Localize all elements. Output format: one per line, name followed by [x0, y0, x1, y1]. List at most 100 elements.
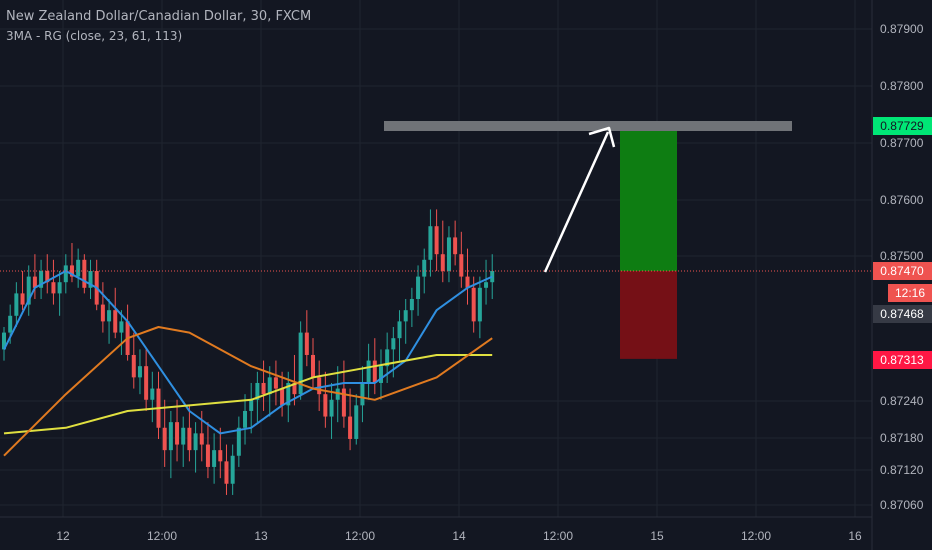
candle-body: [471, 287, 476, 322]
price-tick-label: 0.87120: [880, 463, 924, 477]
moving-average-line: [3, 270, 493, 435]
candle-body: [14, 293, 19, 316]
candle-body: [446, 237, 451, 271]
time-tick-label: 12:00: [543, 529, 573, 543]
candle-body: [292, 382, 297, 395]
price-badge-label-other: 0.87468: [880, 307, 924, 321]
price-badge-label-target: 0.87729: [880, 119, 924, 133]
candle-body: [360, 382, 365, 406]
candle-body: [459, 254, 464, 277]
moving-average-line: [3, 354, 493, 435]
price-badge-label-countdown: 12:16: [895, 286, 925, 300]
candle-body: [428, 226, 433, 260]
candle-body: [243, 410, 248, 428]
candle-body: [212, 450, 217, 467]
time-tick-label: 12: [56, 529, 70, 543]
candle-body: [366, 360, 371, 383]
candle-body: [465, 276, 470, 288]
price-badge-label-stop: 0.87313: [880, 353, 924, 367]
candle-body: [354, 405, 359, 439]
moving-average-line: [3, 326, 493, 457]
price-tick-label: 0.87800: [880, 79, 924, 93]
price-badge-target: [873, 117, 932, 135]
candle-body: [440, 254, 445, 271]
symbol-title: New Zealand Dollar/Canadian Dollar, 30, …: [6, 9, 312, 24]
candle-body: [162, 427, 167, 451]
candle-body: [236, 427, 241, 456]
candle-body: [20, 293, 25, 305]
time-tick-label: 12:00: [741, 529, 771, 543]
candle-body: [255, 382, 260, 400]
candle-body: [273, 377, 278, 389]
candle-body: [113, 310, 118, 333]
indicator-label: 3MA - RG (close, 23, 61, 113): [6, 29, 183, 43]
candle-body: [385, 349, 390, 367]
candle-body: [150, 388, 155, 400]
candle-body: [323, 394, 328, 417]
grid-lines: [0, 0, 872, 517]
candle-body: [267, 377, 272, 395]
candle-body: [69, 265, 74, 277]
price-tick-label: 0.87180: [880, 431, 924, 445]
candle-body: [403, 310, 408, 322]
time-tick-label: 15: [650, 529, 664, 543]
candle-body: [261, 382, 266, 395]
candle-body: [304, 332, 309, 355]
candle-body: [168, 422, 173, 451]
candle-body: [100, 304, 105, 322]
candle-body: [63, 265, 68, 283]
time-tick-label: 14: [452, 529, 466, 543]
candle-body: [230, 455, 235, 484]
candle-body: [298, 332, 303, 395]
candle-body: [8, 315, 13, 333]
price-tick-label: 0.87900: [880, 22, 924, 36]
candle-body: [484, 282, 489, 288]
candle-body: [348, 416, 353, 439]
candle-body: [131, 354, 136, 378]
time-tick-label: 13: [254, 529, 268, 543]
loss-zone: [620, 271, 677, 359]
candle-body: [372, 360, 377, 383]
candle-body: [107, 310, 112, 322]
price-tick-label: 0.87500: [880, 249, 924, 263]
candle-body: [490, 271, 495, 283]
profit-zone: [620, 126, 677, 271]
candle-body: [224, 461, 229, 484]
candle-body: [280, 388, 285, 406]
price-badge-current: [873, 262, 932, 280]
candle-body: [249, 399, 254, 411]
candle-body: [391, 338, 396, 350]
price-badge-stop: [873, 351, 932, 369]
price-badge-other: [873, 305, 932, 323]
candle-body: [32, 276, 37, 288]
candle-body: [317, 377, 322, 395]
candle-body: [286, 382, 291, 406]
candle-body: [341, 388, 346, 417]
candle-body: [397, 321, 402, 339]
candle-body: [39, 271, 44, 288]
price-tick-label: 0.87600: [880, 193, 924, 207]
candle-body: [82, 259, 87, 288]
candle-body: [422, 259, 427, 277]
candle-body: [434, 226, 439, 255]
time-tick-label: 12:00: [147, 529, 177, 543]
candle-body: [329, 399, 334, 417]
candle-body: [416, 276, 421, 299]
candle-body: [453, 237, 458, 255]
target-level-line: [384, 121, 792, 131]
candle-body: [88, 271, 93, 288]
candle-body: [26, 276, 31, 305]
price-tick-label: 0.87240: [880, 394, 924, 408]
price-tick-label: 0.87700: [880, 136, 924, 150]
price-badge-countdown: [888, 284, 932, 302]
candle-body: [119, 321, 124, 333]
price-badge-label-current: 0.87470: [880, 264, 924, 278]
projection-arrow-head: [588, 126, 616, 148]
candle-body: [181, 427, 186, 445]
candle-body: [2, 332, 6, 350]
candle-body: [144, 366, 149, 400]
candle-body: [409, 298, 414, 311]
candle-body: [205, 444, 210, 467]
